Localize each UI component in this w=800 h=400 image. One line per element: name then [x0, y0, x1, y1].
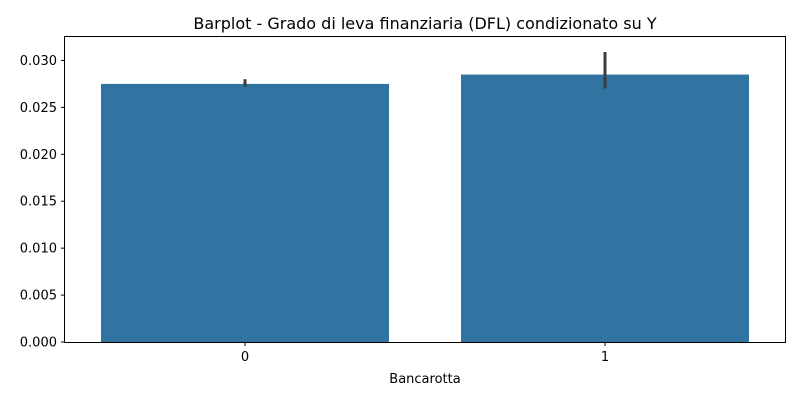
plot-frame	[64, 36, 786, 343]
x-tick-label-1: 1	[601, 350, 609, 365]
x-tick-label-0: 0	[241, 350, 249, 365]
y-tick-label: 0.015	[20, 195, 57, 210]
y-tick-label: 0.020	[20, 148, 57, 163]
error-bars-group	[243, 52, 607, 89]
y-tick-label: 0.010	[20, 242, 57, 257]
y-tick-label: 0.005	[20, 289, 57, 304]
bars-group	[101, 74, 749, 343]
x-axis-label: Bancarotta	[389, 372, 460, 387]
bar-1	[461, 74, 749, 343]
chart-title: Barplot - Grado di leva finanziaria (DFL…	[193, 14, 656, 33]
bar-0	[101, 83, 389, 342]
y-axis: 0.000 0.005 0.010 0.015 0.020 0.025 0.030	[20, 54, 65, 351]
y-tick-label: 0.030	[20, 54, 57, 69]
y-tick-label: 0.000	[20, 336, 57, 351]
y-tick-label: 0.025	[20, 101, 57, 116]
